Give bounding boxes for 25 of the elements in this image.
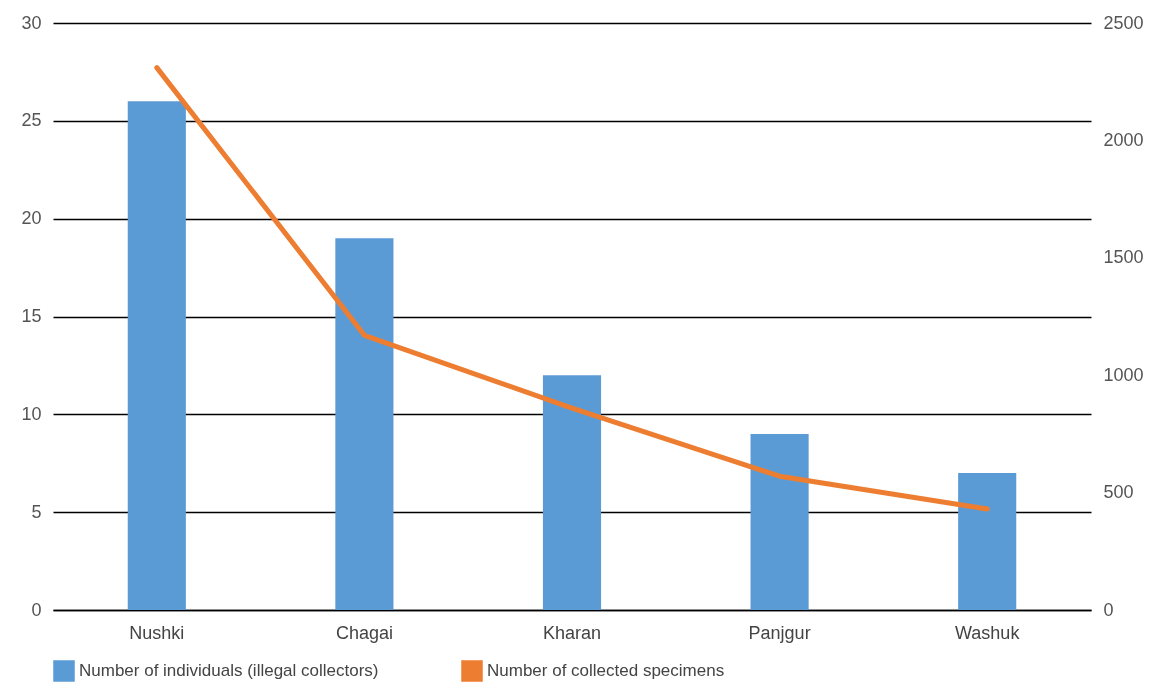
y-tick-label: 25 [21, 110, 42, 131]
y2-tick-label: 2000 [1103, 129, 1144, 150]
y2-tick-label: 500 [1103, 482, 1134, 503]
y-tick-label: 30 [21, 12, 42, 33]
bar [542, 375, 602, 610]
bar [958, 473, 1017, 610]
x-tick-label: Nushki [129, 622, 185, 643]
bar [335, 238, 394, 610]
y2-tick-label: 2500 [1103, 12, 1144, 33]
x-tick-label: Washuk [955, 622, 1021, 643]
y-tick-label: 15 [21, 306, 42, 326]
y-tick-label: 5 [31, 501, 42, 522]
x-tick-label: Chagai [335, 622, 393, 643]
legend-label: Number of individuals (illegal collectors) [79, 661, 379, 680]
x-tick-label: Panjgur [748, 622, 811, 643]
y2-tick-label: 0 [1103, 599, 1114, 620]
y2-tick-label: 1000 [1103, 364, 1144, 385]
y-tick-label: 0 [31, 599, 42, 620]
y-tick-label: 20 [21, 208, 42, 229]
bar [127, 101, 186, 610]
y2-tick-label: 1500 [1103, 247, 1144, 268]
y-tick-label: 10 [21, 403, 42, 424]
bar [750, 433, 809, 610]
legend-label: Number of collected specimens [487, 661, 725, 680]
x-tick-label: Kharan [542, 622, 602, 643]
